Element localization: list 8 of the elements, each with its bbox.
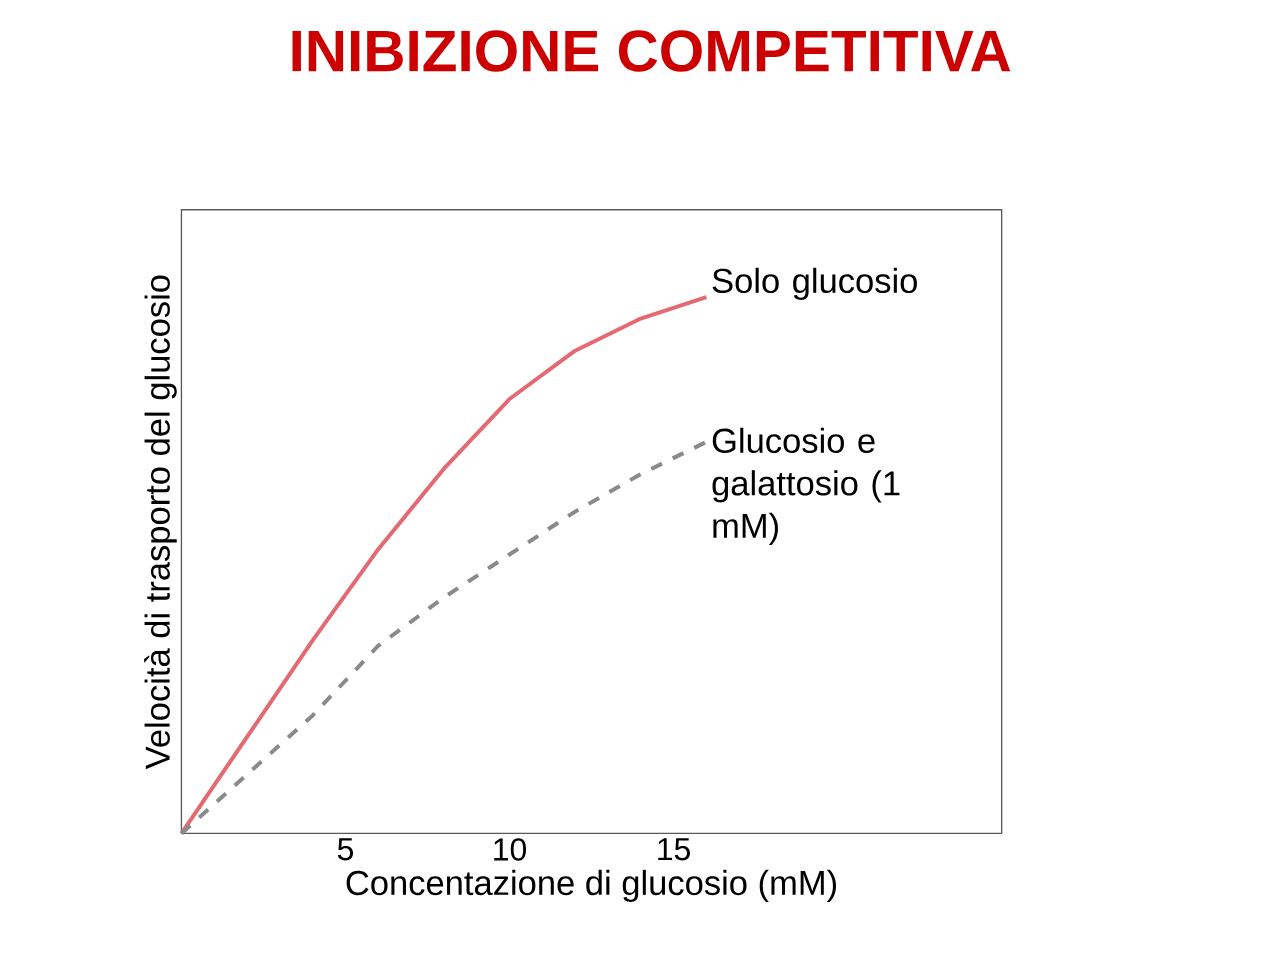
series-label: Solo glucosio — [712, 267, 917, 300]
series-label: Glucosio e galattosio (1 mM) — [712, 427, 900, 545]
x-tick-label: 5 — [337, 838, 354, 861]
x-axis-title: Concentazione di glucosio (mM) — [346, 869, 836, 903]
y-axis-title: Velocità di trasporto del glucosio — [144, 275, 177, 770]
chart-title: INIBIZIONE COMPETITIVA — [292, 30, 1011, 72]
x-tick-label: 10 — [494, 838, 526, 861]
x-tick-label: 15 — [658, 838, 690, 861]
